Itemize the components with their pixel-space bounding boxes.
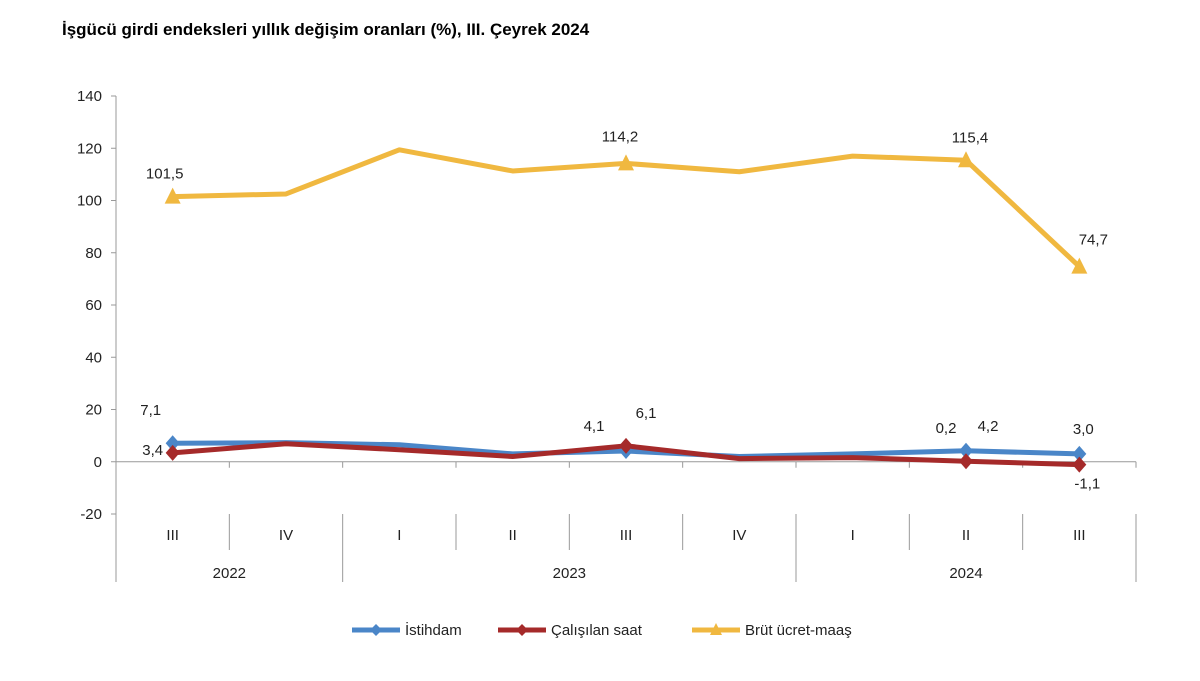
data-point (958, 151, 974, 168)
legend-marker-icon (516, 624, 528, 636)
y-tick-label: -20 (80, 506, 102, 523)
data-point (164, 187, 181, 204)
x-tick-label: IV (279, 527, 293, 544)
x-tick-label: II (508, 527, 516, 544)
y-tick-label: 80 (85, 245, 102, 262)
data-label: 3,4 (142, 442, 163, 459)
y-tick-label: 120 (77, 140, 102, 157)
data-point (959, 453, 973, 470)
legend-marker-icon (370, 624, 382, 636)
y-tick-label: 0 (94, 454, 102, 471)
data-label: 6,1 (636, 405, 657, 422)
y-tick-label: 140 (77, 88, 102, 105)
data-point (165, 444, 180, 461)
data-label: 74,7 (1079, 232, 1108, 249)
data-label: -1,1 (1074, 476, 1100, 493)
legend-label: Brüt ücret-maaş (745, 622, 852, 639)
x-tick-label: III (166, 527, 179, 544)
y-tick-label: 60 (85, 297, 102, 314)
year-label: 2023 (553, 565, 586, 582)
year-label: 2022 (213, 565, 246, 582)
x-tick-label: II (962, 527, 970, 544)
y-tick-label: 20 (85, 402, 102, 419)
data-label: 7,1 (140, 402, 161, 419)
data-point (618, 154, 634, 171)
data-label: 114,2 (602, 128, 638, 145)
data-point (1072, 456, 1087, 473)
chart-title: İşgücü girdi endeksleri yıllık değişim o… (62, 20, 590, 39)
data-label: 3,0 (1073, 421, 1094, 438)
x-tick-label: I (397, 527, 401, 544)
legend-marker-icon (710, 623, 722, 635)
data-point (619, 437, 633, 454)
year-label: 2024 (949, 565, 982, 582)
legend-label: İstihdam (405, 621, 462, 639)
x-tick-label: III (1073, 527, 1086, 544)
data-point (959, 442, 973, 459)
y-tick-label: 40 (85, 349, 102, 366)
data-label: 4,2 (978, 418, 999, 435)
x-tick-label: I (851, 527, 855, 544)
data-label: 4,1 (584, 418, 605, 435)
data-label: 0,2 (936, 420, 957, 437)
y-tick-label: 100 (77, 193, 102, 210)
data-point (165, 435, 180, 452)
legend-label: Çalışılan saat (551, 622, 643, 639)
data-point (1072, 445, 1087, 462)
x-tick-label: III (620, 527, 633, 544)
x-tick-label: IV (732, 527, 746, 544)
data-label: 115,4 (952, 129, 988, 146)
data-point (1071, 257, 1088, 274)
data-label: 101,5 (146, 166, 184, 183)
